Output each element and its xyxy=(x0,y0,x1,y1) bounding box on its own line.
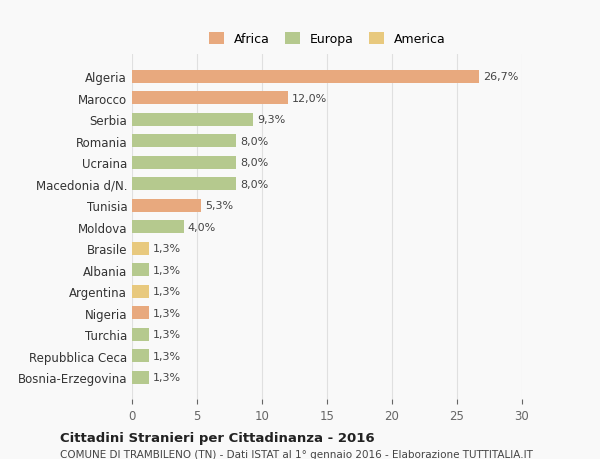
Bar xyxy=(132,328,149,341)
Bar xyxy=(132,371,149,384)
Bar xyxy=(132,307,149,319)
Text: 8,0%: 8,0% xyxy=(240,136,268,146)
Text: Cittadini Stranieri per Cittadinanza - 2016: Cittadini Stranieri per Cittadinanza - 2… xyxy=(60,431,374,444)
Bar xyxy=(132,242,149,255)
Text: 4,0%: 4,0% xyxy=(188,222,216,232)
Text: 1,3%: 1,3% xyxy=(153,265,181,275)
Text: 9,3%: 9,3% xyxy=(257,115,285,125)
Text: COMUNE DI TRAMBILENO (TN) - Dati ISTAT al 1° gennaio 2016 - Elaborazione TUTTITA: COMUNE DI TRAMBILENO (TN) - Dati ISTAT a… xyxy=(60,449,533,459)
Text: 1,3%: 1,3% xyxy=(153,372,181,382)
Text: 12,0%: 12,0% xyxy=(292,94,327,104)
Bar xyxy=(132,199,201,212)
Bar xyxy=(132,71,479,84)
Bar xyxy=(132,263,149,276)
Text: 1,3%: 1,3% xyxy=(153,286,181,297)
Bar xyxy=(132,157,236,169)
Bar xyxy=(132,285,149,298)
Text: 1,3%: 1,3% xyxy=(153,330,181,339)
Text: 8,0%: 8,0% xyxy=(240,179,268,189)
Bar xyxy=(132,349,149,362)
Text: 1,3%: 1,3% xyxy=(153,308,181,318)
Text: 5,3%: 5,3% xyxy=(205,201,233,211)
Text: 1,3%: 1,3% xyxy=(153,244,181,254)
Text: 1,3%: 1,3% xyxy=(153,351,181,361)
Text: 26,7%: 26,7% xyxy=(483,72,518,82)
Bar xyxy=(132,178,236,191)
Text: 8,0%: 8,0% xyxy=(240,158,268,168)
Bar xyxy=(132,92,288,105)
Legend: Africa, Europa, America: Africa, Europa, America xyxy=(203,27,452,52)
Bar xyxy=(132,135,236,148)
Bar xyxy=(132,113,253,127)
Bar xyxy=(132,221,184,234)
